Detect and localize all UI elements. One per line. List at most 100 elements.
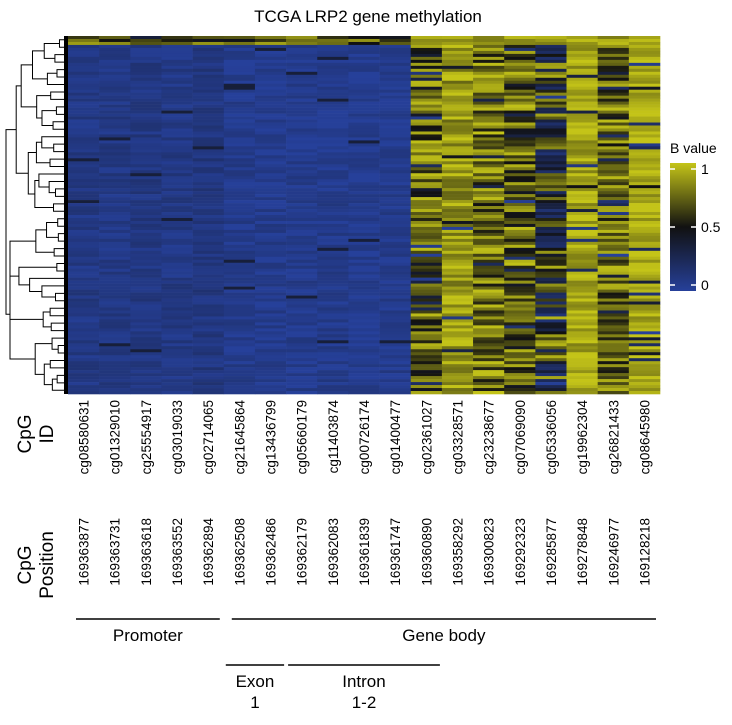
heatmap-cell [597, 206, 630, 210]
heatmap-cell [348, 304, 380, 308]
heatmap-cell [130, 176, 162, 180]
heatmap-cell [628, 376, 661, 380]
heatmap-cell [348, 59, 380, 64]
heatmap-cell [130, 250, 162, 255]
heatmap-cell [317, 137, 349, 141]
heatmap-cell [317, 104, 349, 108]
heatmap-cell [161, 355, 193, 359]
heatmap-cell [130, 116, 162, 120]
heatmap-cell [566, 173, 598, 177]
heatmap-cell [473, 310, 505, 314]
heatmap-cell [535, 137, 567, 141]
dendrogram-branch [27, 152, 37, 195]
heatmap-cell [68, 71, 100, 76]
heatmap-cell [597, 364, 630, 368]
heatmap-cell [504, 322, 536, 326]
heatmap-cell [597, 283, 630, 287]
heatmap-cell [348, 358, 380, 362]
heatmap-cell [317, 346, 349, 350]
dendrogram-branch [57, 218, 64, 227]
heatmap-cell [410, 179, 443, 183]
heatmap-cell [254, 164, 287, 168]
heatmap-cell [192, 289, 225, 293]
heatmap-cell [348, 155, 380, 159]
heatmap-cell [473, 125, 505, 129]
heatmap-cell [597, 38, 630, 43]
heatmap-cell [566, 182, 598, 186]
heatmap-cell [566, 355, 598, 359]
heatmap-cell [535, 131, 567, 135]
heatmap-cell [441, 179, 474, 183]
heatmap-cell [254, 125, 287, 129]
heatmap-cell [441, 149, 474, 153]
heatmap-cell [192, 83, 225, 88]
heatmap-cell [223, 68, 256, 73]
heatmap-cell [130, 113, 162, 117]
heatmap-cell [441, 250, 474, 255]
heatmap-cell [192, 337, 225, 341]
heatmap-cell [317, 325, 349, 329]
heatmap-cell [566, 59, 598, 64]
heatmap-cell [130, 274, 162, 278]
heatmap-cell [441, 382, 474, 386]
heatmap-cell [223, 137, 256, 141]
heatmap-cell [379, 71, 412, 76]
heatmap-cell [379, 86, 412, 90]
heatmap-cell [410, 352, 443, 356]
heatmap-cell [628, 104, 661, 108]
heatmap-cell [379, 38, 412, 43]
heatmap-cell [410, 56, 443, 61]
heatmap-cell [379, 376, 412, 380]
heatmap-cell [223, 170, 256, 174]
heatmap-cell [597, 107, 630, 111]
heatmap-cell [348, 265, 380, 269]
heatmap-cell [410, 215, 443, 219]
heatmap-cell [99, 316, 131, 320]
heatmap-cell [441, 197, 474, 201]
heatmap-cell [504, 161, 536, 165]
heatmap-cell [566, 98, 598, 102]
heatmap-cell [254, 268, 287, 272]
heatmap-cell [99, 325, 131, 329]
heatmap-cell [535, 283, 567, 287]
heatmap-cell [348, 361, 380, 365]
heatmap-cell [192, 86, 225, 90]
heatmap-cell [223, 298, 256, 302]
heatmap-cell [130, 206, 162, 210]
heatmap-cell [254, 206, 287, 210]
heatmap-cell [379, 59, 412, 64]
heatmap-cell [535, 77, 567, 82]
heatmap-cell [192, 373, 225, 377]
heatmap-cell [441, 143, 474, 147]
heatmap-cell [441, 289, 474, 293]
heatmap-cell [161, 382, 193, 386]
heatmap-cell [99, 146, 131, 150]
heatmap-cell [566, 209, 598, 213]
heatmap-cell [254, 277, 287, 281]
heatmap-cell [223, 149, 256, 153]
heatmap-cell [317, 146, 349, 150]
heatmap-cell [130, 101, 162, 105]
heatmap-cell [348, 92, 380, 96]
heatmap-cell [597, 313, 630, 317]
heatmap-cell [473, 235, 505, 240]
heatmap-cell [473, 367, 505, 371]
heatmap-cell [317, 241, 349, 246]
heatmap-cell [473, 191, 505, 195]
heatmap-cell [628, 256, 661, 261]
heatmap-cell [317, 113, 349, 117]
heatmap-cell [317, 215, 349, 219]
heatmap-cell [192, 80, 225, 85]
heatmap-cell [223, 212, 256, 216]
heatmap-cell [535, 238, 567, 243]
heatmap-cell [223, 65, 256, 70]
heatmap-cell [379, 131, 412, 135]
heatmap-cell [348, 244, 380, 249]
heatmap-cell [317, 152, 349, 156]
heatmap-cell [597, 77, 630, 82]
heatmap-cell [566, 325, 598, 329]
heatmap-cell [286, 316, 318, 320]
heatmap-cell [379, 391, 412, 395]
heatmap-cell [68, 36, 100, 40]
heatmap-cell [192, 256, 225, 261]
